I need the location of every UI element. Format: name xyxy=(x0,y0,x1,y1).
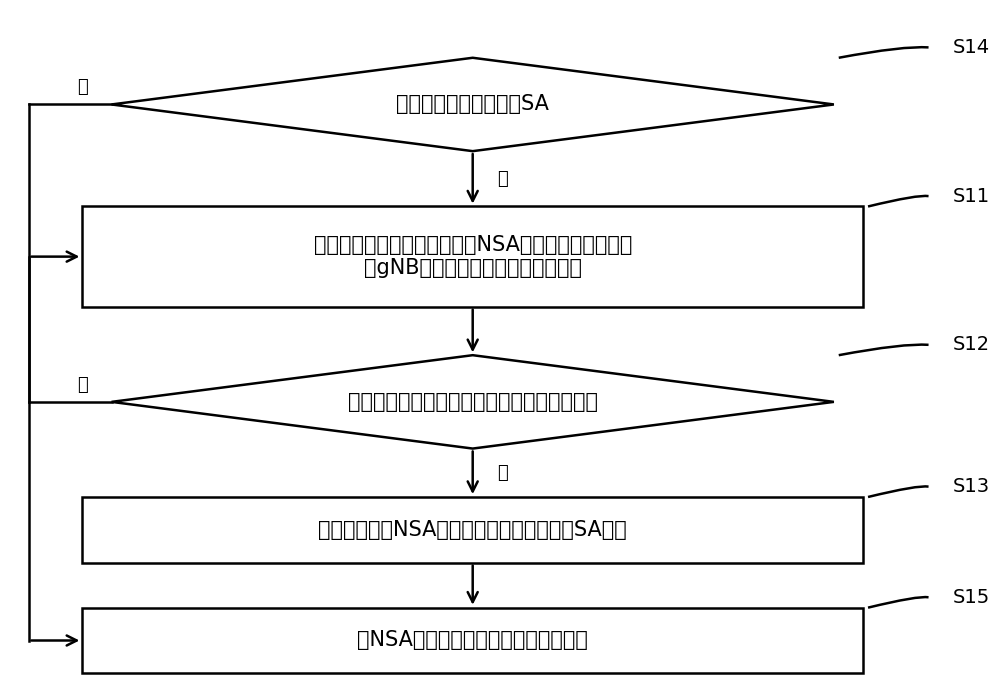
Text: S13: S13 xyxy=(953,477,990,496)
Text: 判断上行流量值是否大于等于预设流量门限值: 判断上行流量值是否大于等于预设流量门限值 xyxy=(348,392,598,412)
Text: 检测用户终端是否支持SA: 检测用户终端是否支持SA xyxy=(396,94,549,115)
Text: S15: S15 xyxy=(953,588,990,607)
Text: S12: S12 xyxy=(953,335,990,354)
Text: 在NSA小区中对用户终端进行业务处理: 在NSA小区中对用户终端进行业务处理 xyxy=(357,631,588,650)
FancyBboxPatch shape xyxy=(82,608,863,673)
Polygon shape xyxy=(112,58,834,151)
Text: 否: 否 xyxy=(77,376,88,393)
Text: S14: S14 xyxy=(953,38,990,57)
Text: 将用户终端从NSA小区切换至复合小区中的SA小区: 将用户终端从NSA小区切换至复合小区中的SA小区 xyxy=(318,520,627,540)
Polygon shape xyxy=(112,355,834,449)
Text: S11: S11 xyxy=(953,187,990,206)
Text: 是: 是 xyxy=(497,170,508,188)
Text: 是: 是 xyxy=(497,464,508,482)
Text: 否: 否 xyxy=(77,78,88,96)
Text: 若用户终端接入复合小区中的NSA小区，则从复合小区
的gNB中获取用户终端的上行流量值: 若用户终端接入复合小区中的NSA小区，则从复合小区 的gNB中获取用户终端的上行… xyxy=(314,235,632,278)
FancyBboxPatch shape xyxy=(82,206,863,307)
FancyBboxPatch shape xyxy=(82,497,863,563)
